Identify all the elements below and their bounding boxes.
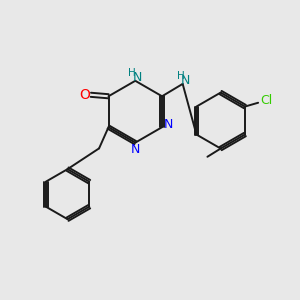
Text: Cl: Cl [260, 94, 272, 107]
Text: H: H [128, 68, 136, 78]
Text: N: N [133, 71, 142, 84]
Text: N: N [181, 74, 190, 87]
Text: N: N [164, 118, 173, 131]
Text: O: O [79, 88, 90, 102]
Text: H: H [177, 71, 185, 81]
Text: N: N [130, 142, 140, 156]
